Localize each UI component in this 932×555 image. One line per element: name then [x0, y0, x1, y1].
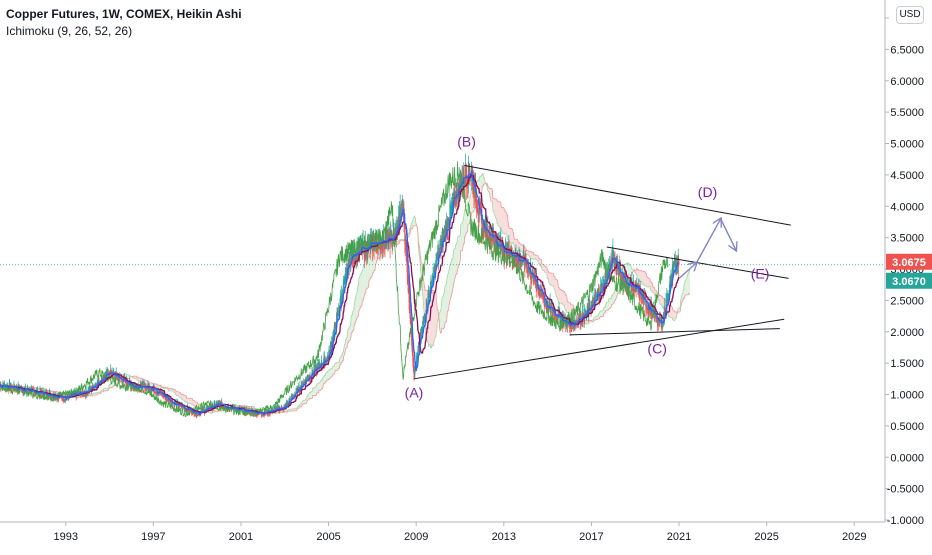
- price-tick-label: 2.0000: [890, 327, 924, 339]
- price-badge-label: 3.0670: [892, 276, 926, 288]
- trendline: [570, 329, 780, 335]
- wave-label: (E): [751, 265, 770, 281]
- time-tick-label: 1993: [53, 531, 77, 543]
- time-tick-label: 2013: [492, 531, 516, 543]
- currency-button[interactable]: USD: [896, 6, 924, 24]
- trendline: [414, 319, 784, 379]
- lagging-span: [0, 161, 668, 416]
- wave-label: (D): [698, 184, 717, 200]
- chart-legend: Copper Futures, 1W, COMEX, Heikin Ashi I…: [6, 6, 242, 40]
- price-tick-label: 3.5000: [890, 233, 924, 245]
- wave-label: (A): [405, 385, 424, 401]
- price-tick-label: 4.5000: [890, 170, 924, 182]
- trendline: [464, 165, 790, 225]
- price-tick-label: -0.5000: [887, 484, 924, 496]
- time-tick-label: 2029: [842, 531, 866, 543]
- time-tick-label: 2025: [754, 531, 778, 543]
- price-tick-label: 6.0000: [890, 76, 924, 88]
- projection-arrow: [721, 219, 736, 250]
- time-tick-label: 2017: [579, 531, 603, 543]
- time-tick-label: 2001: [229, 531, 253, 543]
- price-tick-label: 0.0000: [890, 452, 924, 464]
- price-tick-label: -1.0000: [887, 515, 924, 527]
- price-tick-label: 4.0000: [890, 201, 924, 213]
- symbol-title: Copper Futures, 1W, COMEX, Heikin Ashi: [6, 6, 242, 23]
- projection-arrow: [697, 219, 721, 263]
- price-tick-label: 1.0000: [890, 390, 924, 402]
- wave-label: (B): [457, 134, 476, 150]
- candles: [0, 153, 680, 418]
- time-tick-label: 2005: [316, 531, 340, 543]
- price-tick-label: 6.5000: [890, 44, 924, 56]
- price-tick-label: 2.5000: [890, 295, 924, 307]
- price-tick-label: 1.5000: [890, 358, 924, 370]
- time-tick-label: 2009: [404, 531, 428, 543]
- wave-label: (C): [647, 341, 666, 357]
- price-badge-label: 3.0675: [892, 257, 926, 269]
- indicator-title: Ichimoku (9, 26, 52, 26): [6, 23, 242, 40]
- price-tick-label: 5.0000: [890, 139, 924, 151]
- time-tick-label: 2021: [667, 531, 691, 543]
- price-tick-label: 0.5000: [890, 421, 924, 433]
- price-tick-label: 5.5000: [890, 107, 924, 119]
- time-tick-label: 1997: [141, 531, 165, 543]
